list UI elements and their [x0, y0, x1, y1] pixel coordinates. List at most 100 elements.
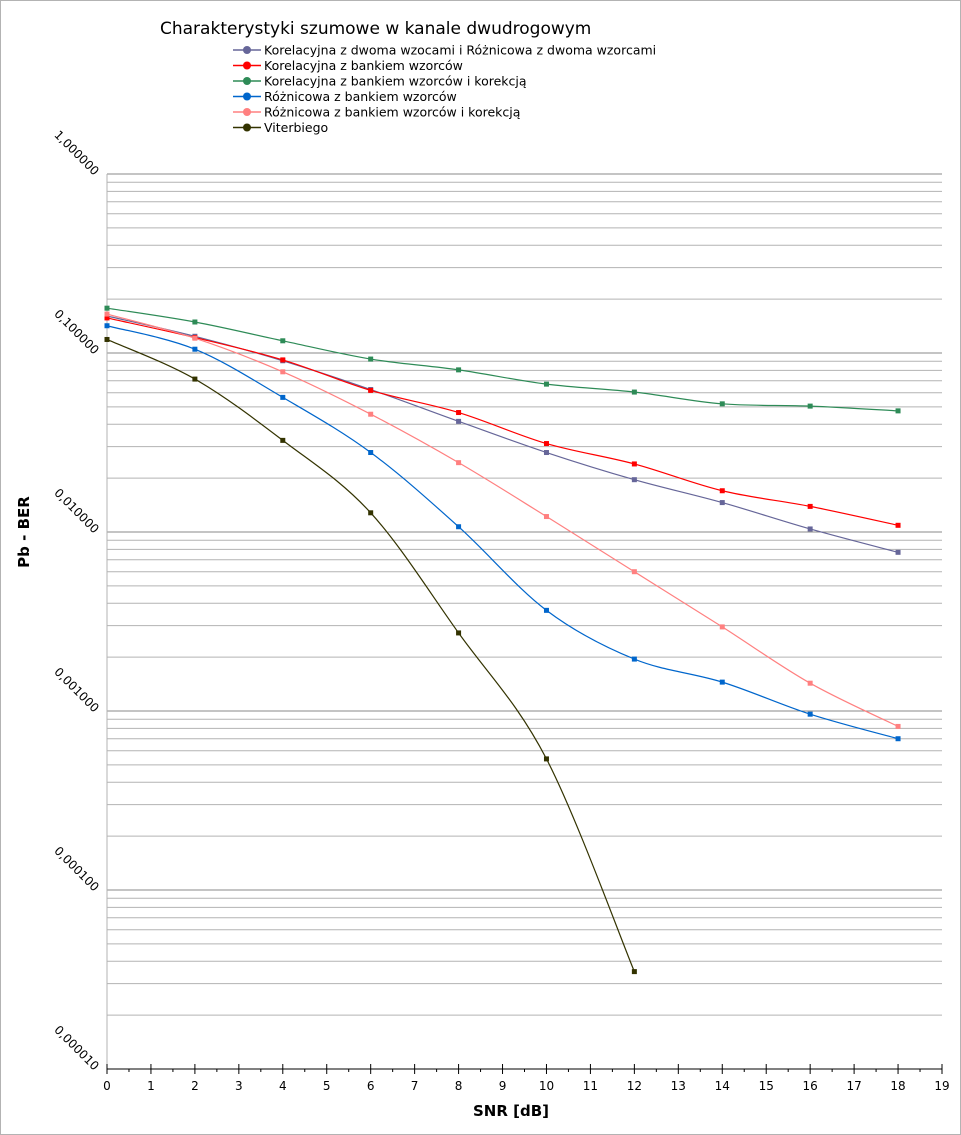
data-point [280, 369, 286, 375]
data-point [807, 711, 813, 717]
legend-item: Różnicowa z bankiem wzorców i korekcją [233, 105, 521, 120]
data-point [192, 335, 198, 341]
series-5 [104, 336, 637, 975]
legend-label: Korelacyjna z bankiem wzorców [264, 58, 463, 73]
data-point [456, 630, 462, 636]
data-point [192, 346, 198, 352]
data-point [104, 336, 110, 342]
x-tick-label: 12 [627, 1079, 642, 1093]
data-point [543, 450, 549, 456]
data-point [807, 680, 813, 686]
series-4 [104, 311, 901, 729]
legend-label: Różnicowa z bankiem wzorców [264, 89, 457, 104]
legend-marker [243, 123, 251, 132]
data-point [368, 510, 374, 516]
data-point [895, 408, 901, 414]
x-tick-label: 18 [890, 1079, 905, 1093]
series-group [104, 305, 901, 975]
series-3 [104, 323, 901, 742]
series-line [106, 313, 899, 727]
legend: Korelacyjna z dwoma wzocami i Różnicowa … [233, 43, 656, 135]
x-tick-label: 1 [147, 1079, 155, 1093]
legend-item: Korelacyjna z dwoma wzocami i Różnicowa … [233, 43, 656, 58]
data-point [631, 477, 637, 483]
x-tick-label: 8 [455, 1079, 463, 1093]
data-point [631, 569, 637, 575]
chart-title: Charakterystyki szumowe w kanale dwudrog… [160, 19, 591, 39]
x-tick-label: 16 [803, 1079, 818, 1093]
x-tick-label: 10 [539, 1079, 554, 1093]
x-tick-label: 13 [671, 1079, 686, 1093]
x-tick-label: 14 [715, 1079, 730, 1093]
data-point [895, 736, 901, 742]
legend-label: Różnicowa z bankiem wzorców i korekcją [264, 105, 521, 120]
data-point [104, 305, 110, 311]
series-line [106, 307, 899, 412]
data-point [368, 356, 374, 362]
legend-marker [243, 108, 251, 116]
data-point [543, 381, 549, 387]
x-tick-label: 9 [499, 1079, 507, 1093]
x-axis-title: SNR [dB] [473, 1102, 549, 1120]
data-point [631, 461, 637, 467]
data-point [543, 756, 549, 762]
data-point [631, 969, 637, 975]
data-point [719, 679, 725, 685]
series-line [106, 338, 635, 972]
data-point [456, 418, 462, 424]
y-axis-title: Pb - BER [15, 496, 33, 568]
legend-label: Viterbiego [264, 120, 328, 135]
x-tick-label: 11 [583, 1079, 598, 1093]
x-tick-label: 5 [323, 1079, 331, 1093]
data-point [895, 723, 901, 729]
data-point [895, 549, 901, 555]
data-point [895, 522, 901, 528]
legend-item: Viterbiego [233, 120, 328, 135]
legend-item: Różnicowa z bankiem wzorców [233, 89, 457, 104]
y-tick-label: 1,000000 [51, 128, 101, 178]
series-line [106, 315, 899, 553]
data-point [280, 437, 286, 443]
data-point [631, 389, 637, 395]
x-tick-label: 17 [846, 1079, 861, 1093]
x-tick-label: 2 [191, 1079, 199, 1093]
x-tick-label: 19 [934, 1079, 949, 1093]
x-tick-label: 4 [279, 1079, 287, 1093]
data-point [104, 311, 110, 317]
legend-item: Korelacyjna z bankiem wzorców i korekcją [233, 74, 527, 89]
grid-lines [107, 173, 942, 1070]
data-point [807, 526, 813, 532]
data-point [543, 441, 549, 447]
series-line [106, 317, 899, 526]
data-point [456, 367, 462, 373]
data-point [280, 394, 286, 400]
data-point [543, 514, 549, 520]
data-point [104, 315, 110, 321]
series-2 [104, 305, 901, 414]
legend-marker [243, 92, 251, 101]
legend-marker [243, 61, 251, 70]
x-tick-label: 3 [235, 1079, 243, 1093]
data-point [456, 410, 462, 416]
series-1 [104, 315, 901, 528]
y-tick-label: 0,001000 [51, 665, 101, 715]
data-point [192, 376, 198, 382]
x-tick-label: 6 [367, 1079, 375, 1093]
x-tick-label: 0 [103, 1079, 111, 1093]
legend-label: Korelacyjna z bankiem wzorców i korekcją [264, 74, 527, 89]
data-point [807, 403, 813, 409]
data-point [631, 656, 637, 662]
legend-item: Korelacyjna z bankiem wzorców [233, 58, 463, 73]
data-point [456, 460, 462, 466]
y-tick-label: 0,000100 [51, 844, 101, 894]
data-point [719, 401, 725, 407]
x-tick-label: 15 [759, 1079, 774, 1093]
y-tick-label: 0,000010 [51, 1023, 101, 1073]
legend-label: Korelacyjna z dwoma wzocami i Różnicowa … [264, 43, 656, 58]
series-0 [104, 313, 901, 555]
data-point [719, 624, 725, 630]
axes: 0 1 2 3 4 5 6 7 8 9 10 11 12 13 14 15 16 17 18 191,0000000,… [51, 128, 949, 1093]
data-point [719, 488, 725, 494]
